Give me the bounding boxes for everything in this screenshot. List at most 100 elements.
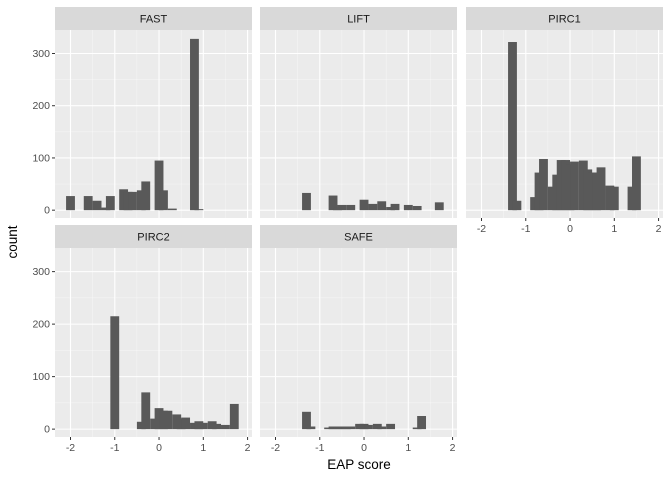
facet-strip-label-pirc2: PIRC2 <box>137 232 169 244</box>
facet-panel-pirc2: PIRC2 <box>55 225 252 437</box>
histogram-bar <box>110 316 120 430</box>
facet-panel-pirc1: PIRC1 <box>466 7 663 218</box>
histogram-bar <box>328 195 338 211</box>
histogram-bar <box>167 208 177 211</box>
facet-panels: FAST LIFT PIRC1 PIRC2 SAFE <box>55 7 663 437</box>
histogram-bar <box>417 416 427 430</box>
histogram-bar <box>377 426 387 430</box>
histogram-bar <box>306 426 316 430</box>
panel-background-fast <box>55 30 252 218</box>
y-tick-label: 100 <box>32 371 50 383</box>
histogram-bar <box>190 38 199 211</box>
histogram-bar <box>368 203 378 211</box>
x-tick-label: -2 <box>271 442 280 454</box>
histogram-bar <box>92 200 102 211</box>
histogram-bar <box>212 423 222 430</box>
x-tick-label: -1 <box>521 223 530 235</box>
histogram-bar <box>596 167 606 211</box>
histogram-bar <box>386 423 396 430</box>
y-tick-label: 200 <box>32 319 50 331</box>
histogram-bar <box>359 199 369 211</box>
histogram-bar <box>377 201 387 211</box>
histogram-bar <box>390 203 400 211</box>
y-tick-label: 200 <box>32 100 50 112</box>
histogram-bar <box>229 403 239 430</box>
y-axis-title: count <box>5 225 20 258</box>
histogram-bars-safe <box>302 411 427 430</box>
facet-strip-lift <box>260 7 457 30</box>
histogram-bar <box>159 410 168 430</box>
axes: 0 100 200 300 -2 -1 0 1 2 0 100 200 300 -2 -1 0 1 2 -2 -1 0 1… <box>32 48 661 454</box>
facet-panel-safe: SAFE <box>260 225 457 437</box>
x-tick-label: 1 <box>200 442 206 454</box>
histogram-bar <box>194 209 204 211</box>
histogram-bar <box>302 192 311 211</box>
histogram-bar <box>119 189 129 211</box>
histogram-bar <box>434 202 444 211</box>
panel-background-pirc2 <box>55 248 252 437</box>
panel-background-lift <box>260 30 457 218</box>
histogram-bar <box>570 161 579 211</box>
histogram-bar <box>66 196 75 211</box>
histogram-bars-fast <box>66 38 204 211</box>
panel-background-safe <box>260 248 457 437</box>
x-tick-label: 2 <box>245 442 251 454</box>
facet-strip-pirc2 <box>55 225 252 248</box>
x-tick-label: 2 <box>656 223 662 235</box>
x-tick-label: -2 <box>66 442 75 454</box>
histogram-bar <box>181 417 191 430</box>
facet-panel-fast: FAST <box>55 7 252 218</box>
histogram-bars-lift <box>302 192 444 211</box>
facet-strip-label-pirc1: PIRC1 <box>548 14 580 26</box>
x-tick-label: -1 <box>315 442 324 454</box>
histogram-bar <box>547 186 557 211</box>
histogram-bar <box>337 204 347 211</box>
histogram-bar <box>159 190 168 211</box>
y-tick-label: 0 <box>44 205 50 217</box>
histogram-bars-pirc1 <box>508 42 641 211</box>
histogram-bar <box>412 205 422 211</box>
histogram-bar <box>105 196 115 211</box>
facet-strip-label-fast: FAST <box>140 14 168 26</box>
y-tick-label: 0 <box>44 424 50 436</box>
histogram-bar <box>561 160 571 211</box>
facet-strip-label-lift: LIFT <box>347 14 370 26</box>
x-tick-label: -1 <box>110 442 119 454</box>
histogram-bar <box>508 42 517 211</box>
histogram-bar <box>141 392 151 430</box>
histogram-bar <box>163 410 173 430</box>
histogram-bar <box>364 424 373 430</box>
histogram-bars-pirc2 <box>110 316 239 430</box>
histogram-bar <box>128 191 137 211</box>
facet-strip-pirc1 <box>466 7 663 30</box>
facet-strip-safe <box>260 225 457 248</box>
histogram-bar <box>578 160 588 211</box>
x-tick-label: 1 <box>405 442 411 454</box>
facet-strip-label-safe: SAFE <box>344 232 373 244</box>
x-tick-label: 0 <box>156 442 162 454</box>
histogram-bar <box>632 156 641 211</box>
histogram-bar <box>207 421 217 430</box>
histogram-bar <box>154 160 164 211</box>
x-tick-label: 0 <box>361 442 367 454</box>
facet-panel-lift: LIFT <box>260 7 457 218</box>
histogram-bar <box>221 424 230 430</box>
histogram-bar <box>346 204 356 211</box>
x-axis-title: EAP score <box>327 457 391 472</box>
histogram-bar <box>302 411 311 430</box>
x-tick-label: -2 <box>477 223 486 235</box>
histogram-bar <box>403 204 413 211</box>
x-tick-label: 2 <box>450 442 456 454</box>
histogram-bar <box>198 422 208 430</box>
x-tick-label: 0 <box>567 223 573 235</box>
y-tick-label: 300 <box>32 266 50 278</box>
y-tick-label: 300 <box>32 48 50 60</box>
histogram-bar <box>512 200 522 211</box>
histogram-bar <box>539 158 548 211</box>
histogram-bar <box>592 172 602 211</box>
facet-strip-fast <box>55 7 252 30</box>
y-tick-label: 100 <box>32 152 50 164</box>
histogram-bar <box>346 426 356 430</box>
x-tick-label: 1 <box>611 223 617 235</box>
